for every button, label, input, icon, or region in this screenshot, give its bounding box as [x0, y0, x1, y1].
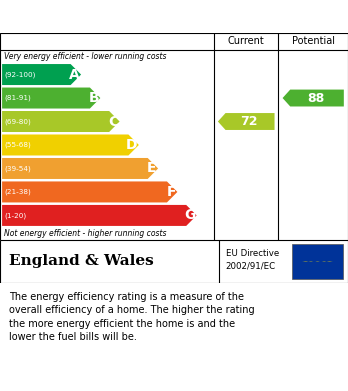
Text: Potential: Potential — [292, 36, 335, 47]
Bar — [292, 244, 343, 279]
Text: The energy efficiency rating is a measure of the
overall efficiency of a home. T: The energy efficiency rating is a measur… — [9, 292, 254, 343]
Polygon shape — [2, 181, 177, 203]
Polygon shape — [2, 158, 158, 179]
Text: (55-68): (55-68) — [5, 142, 32, 148]
Text: EU Directive
2002/91/EC: EU Directive 2002/91/EC — [226, 249, 279, 271]
Text: (81-91): (81-91) — [5, 95, 32, 101]
Text: E: E — [147, 161, 157, 176]
Polygon shape — [2, 88, 100, 109]
Text: (1-20): (1-20) — [5, 212, 27, 219]
Text: F: F — [166, 185, 176, 199]
Text: Not energy efficient - higher running costs: Not energy efficient - higher running co… — [4, 229, 167, 238]
Text: (69-80): (69-80) — [5, 118, 32, 125]
Polygon shape — [218, 113, 275, 130]
Polygon shape — [2, 64, 81, 85]
Polygon shape — [2, 205, 197, 226]
Text: (21-38): (21-38) — [5, 189, 32, 195]
Text: D: D — [126, 138, 137, 152]
Text: A: A — [69, 68, 80, 82]
Text: England & Wales: England & Wales — [9, 255, 153, 269]
Text: 88: 88 — [307, 91, 325, 104]
Text: 72: 72 — [240, 115, 258, 128]
Text: Energy Efficiency Rating: Energy Efficiency Rating — [9, 9, 211, 24]
Polygon shape — [2, 135, 139, 156]
Text: (92-100): (92-100) — [5, 71, 36, 78]
Text: G: G — [184, 208, 195, 222]
Polygon shape — [2, 111, 120, 132]
Text: (39-54): (39-54) — [5, 165, 32, 172]
Text: Current: Current — [228, 36, 264, 47]
Text: C: C — [108, 115, 118, 129]
Text: B: B — [88, 91, 99, 105]
Text: Very energy efficient - lower running costs: Very energy efficient - lower running co… — [4, 52, 167, 61]
Polygon shape — [283, 90, 344, 106]
